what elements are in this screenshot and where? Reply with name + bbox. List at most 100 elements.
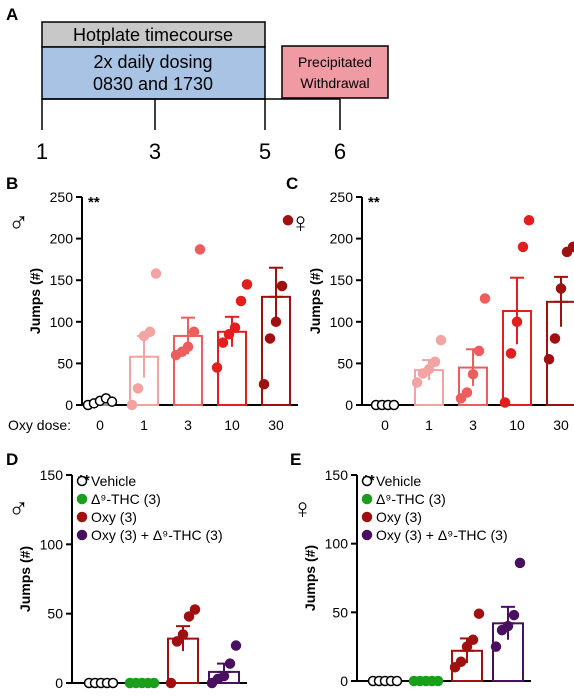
- y-tick-label-e: 50: [332, 604, 348, 620]
- point-d-2: [189, 604, 201, 615]
- legend-marker-d-2: [76, 511, 88, 523]
- x-tick-label-b: 1: [140, 417, 148, 433]
- legend-marker-d-3: [76, 529, 88, 541]
- point-b-2: [194, 244, 206, 255]
- x-tick-label-c: 0: [381, 417, 389, 433]
- point-d-2: [183, 611, 195, 622]
- y-tick-label-d: 50: [47, 606, 63, 622]
- point-c-0: [388, 399, 400, 411]
- point-d-3: [230, 640, 242, 651]
- legend-label-e-1: Δ⁹-THC (3): [376, 491, 446, 507]
- point-c-1: [429, 356, 441, 367]
- point-b-4: [276, 280, 288, 292]
- day-label-6: 6: [334, 139, 346, 164]
- point-c-3: [499, 397, 511, 408]
- y-tick-label-c: 50: [337, 355, 353, 371]
- x-tick-label-b: 30: [268, 417, 284, 433]
- x-tick-label-c: 1: [425, 417, 433, 433]
- significance-c: **: [368, 194, 380, 211]
- point-c-3: [511, 316, 523, 328]
- point-d-2: [171, 636, 183, 647]
- dosing-line-1: 2x daily dosing: [93, 52, 212, 72]
- dosing-line-2: 0830 and 1730: [93, 74, 213, 94]
- legend-label-d-1: Δ⁹-THC (3): [91, 491, 161, 507]
- y-tick-label-d: 100: [40, 536, 64, 552]
- y-tick-label-b: 150: [50, 272, 74, 288]
- point-c-4: [567, 241, 574, 253]
- y-tick-label-b: 100: [50, 314, 74, 330]
- y-tick-label-b: 0: [65, 397, 73, 413]
- y-tick-label-e: 150: [325, 467, 349, 483]
- dosing-box: [41, 46, 266, 100]
- y-axis-label-d: Jumps (#): [17, 546, 33, 612]
- point-c-1: [423, 363, 435, 375]
- point-b-4: [270, 316, 282, 328]
- point-d-3: [224, 658, 236, 669]
- point-e-3: [508, 609, 520, 621]
- panel-letter-e: E: [290, 450, 301, 469]
- female-symbol-c: ♀: [290, 207, 311, 238]
- x-tick-label-b: 10: [224, 417, 240, 433]
- point-b-1: [144, 326, 156, 338]
- y-tick-label-c: 0: [345, 397, 353, 413]
- panel-a: A Hotplate timecourse 2x daily dosing 08…: [6, 5, 389, 164]
- oxy-dose-label: Oxy dose:: [8, 417, 71, 433]
- x-tick-label-c: 3: [469, 417, 477, 433]
- point-e-2: [455, 656, 467, 668]
- point-b-1: [150, 268, 162, 279]
- day-label-3: 3: [149, 139, 161, 164]
- point-e-3: [490, 641, 502, 652]
- legend-label-e-2: Oxy (3): [376, 509, 422, 525]
- chart-c: 0 50 100 150 200 250 Jumps (#) ** 0 1 3 10 30: [307, 189, 574, 433]
- point-b-4: [282, 215, 294, 226]
- point-d-2: [177, 629, 189, 640]
- point-e-1: [432, 675, 444, 687]
- point-c-2: [473, 345, 485, 357]
- legend-label-d-3: Oxy (3) + Δ⁹-THC (3): [91, 527, 223, 543]
- significance-b: **: [88, 194, 100, 211]
- day-label-1: 1: [36, 139, 48, 164]
- point-b-3: [211, 362, 223, 373]
- day-label-5: 5: [259, 139, 271, 164]
- withdrawal-box: [281, 45, 389, 99]
- point-c-3: [523, 215, 535, 226]
- point-b-0: [106, 396, 118, 407]
- legend-marker-e-2: [361, 511, 373, 523]
- point-d-2: [165, 677, 177, 689]
- legend-marker-d-1: [76, 493, 88, 505]
- male-symbol-b: ♂: [8, 207, 29, 238]
- legend-marker-e-0: [361, 475, 373, 487]
- point-b-4: [258, 378, 270, 390]
- x-tick-label-c: 10: [509, 417, 525, 433]
- point-c-1: [411, 377, 423, 388]
- male-symbol-d: ♂: [8, 493, 29, 524]
- y-tick-label-d: 0: [55, 675, 63, 691]
- legend-label-d-0: Vehicle: [91, 473, 136, 489]
- y-axis-label-e: Jumps (#): [302, 545, 318, 611]
- y-tick-label-b: 250: [50, 189, 74, 205]
- legend-marker-e-3: [361, 529, 373, 541]
- legend-marker-e-1: [361, 493, 373, 505]
- legend-label-d-2: Oxy (3): [91, 509, 137, 525]
- legend-marker-d-0: [76, 475, 88, 487]
- withdrawal-line-1: Precipitated: [298, 54, 372, 70]
- point-c-2: [479, 293, 491, 304]
- point-b-3: [223, 329, 235, 340]
- panel-letter-b: B: [6, 174, 18, 193]
- legend-label-e-0: Vehicle: [376, 473, 421, 489]
- point-e-2: [473, 608, 485, 619]
- point-e-2: [467, 634, 479, 646]
- chart-b: 0 50 100 150 200 250 Jumps (#) ** 0 1 3 10 30: [27, 189, 298, 433]
- point-b-3: [217, 337, 229, 348]
- point-b-4: [264, 333, 276, 344]
- y-tick-label-c: 250: [330, 189, 354, 205]
- legend-label-e-3: Oxy (3) + Δ⁹-THC (3): [376, 527, 508, 543]
- y-tick-label-b: 50: [57, 355, 73, 371]
- panel-letter-d: D: [6, 450, 18, 469]
- point-d-0: [107, 677, 119, 689]
- point-e-0: [391, 675, 403, 687]
- point-c-1: [435, 334, 447, 346]
- point-c-4: [555, 283, 567, 294]
- point-e-3: [514, 557, 526, 569]
